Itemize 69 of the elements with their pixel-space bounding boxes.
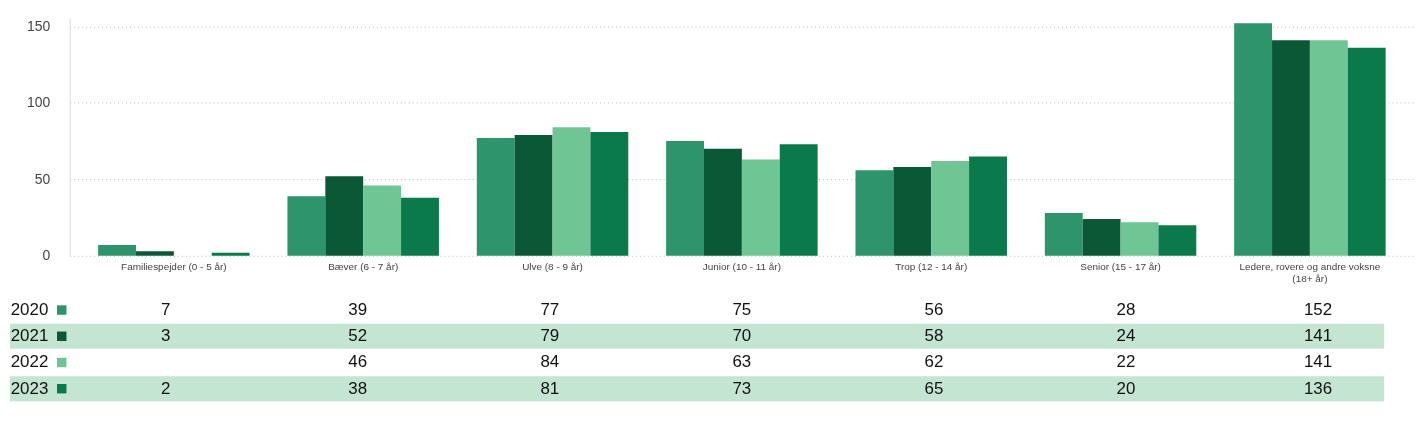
data-label: 141 bbox=[1303, 352, 1333, 372]
data-label: 62 bbox=[924, 352, 944, 372]
data-label: 58 bbox=[924, 326, 944, 346]
data-label: 22 bbox=[1116, 352, 1136, 372]
bar bbox=[135, 251, 174, 256]
bar bbox=[741, 159, 780, 256]
bar bbox=[1347, 47, 1386, 256]
data-label: 70 bbox=[732, 326, 752, 346]
x-tick-label: Familiespejder (0 - 5 år) bbox=[121, 261, 227, 273]
bar bbox=[1309, 40, 1348, 256]
data-label: 79 bbox=[540, 326, 560, 346]
bar bbox=[1158, 225, 1197, 256]
x-tick-label: Junior (10 - 11 år) bbox=[702, 261, 781, 273]
data-label: 2 bbox=[161, 378, 171, 398]
bar bbox=[476, 138, 515, 256]
bar bbox=[704, 148, 742, 256]
data-label: 46 bbox=[348, 352, 368, 372]
bar bbox=[931, 160, 970, 256]
bar bbox=[1120, 222, 1159, 256]
data-label: 65 bbox=[924, 378, 944, 398]
x-tick-label: Bæver (6 - 7 år) bbox=[328, 261, 399, 273]
bar bbox=[325, 176, 364, 256]
data-label: 38 bbox=[348, 378, 368, 398]
data-label: 39 bbox=[348, 300, 368, 320]
data-label: 84 bbox=[540, 352, 560, 372]
y-tick-label: 50 bbox=[34, 170, 51, 187]
bar bbox=[363, 185, 402, 256]
data-label: 77 bbox=[540, 300, 560, 320]
data-label: 141 bbox=[1303, 326, 1333, 346]
legend-label: 2020 bbox=[10, 300, 49, 320]
y-tick-label: 100 bbox=[27, 94, 51, 111]
data-label: 81 bbox=[540, 378, 560, 398]
data-label: 28 bbox=[1116, 300, 1136, 320]
data-label: 7 bbox=[161, 300, 171, 320]
bar bbox=[287, 196, 326, 256]
bar bbox=[666, 141, 705, 256]
x-tick-label: Ulve (8 - 9 år) bbox=[522, 261, 583, 273]
data-label: 152 bbox=[1303, 300, 1333, 320]
data-label: 20 bbox=[1116, 378, 1136, 398]
legend-label: 2023 bbox=[10, 378, 49, 398]
bar bbox=[401, 197, 439, 256]
x-tick-label: Senior (15 - 17 år) bbox=[1080, 261, 1161, 273]
legend-label: 2022 bbox=[10, 352, 49, 372]
bar bbox=[855, 170, 894, 256]
x-tick-label: Ledere, rovere og andre voksne (18+ år) bbox=[1239, 261, 1381, 285]
bar bbox=[211, 252, 250, 256]
bar bbox=[969, 156, 1007, 256]
data-label: 63 bbox=[732, 352, 752, 372]
data-label: 3 bbox=[161, 326, 171, 346]
bar bbox=[893, 167, 932, 256]
data-label: 52 bbox=[348, 326, 368, 346]
bar bbox=[779, 144, 818, 256]
data-label: 136 bbox=[1303, 378, 1333, 398]
data-label: 24 bbox=[1116, 326, 1136, 346]
x-tick-label: Trop (12 - 14 år) bbox=[895, 261, 968, 273]
bar bbox=[590, 131, 629, 256]
data-label: 75 bbox=[732, 300, 752, 320]
bar bbox=[514, 134, 553, 256]
bar bbox=[1272, 40, 1310, 256]
data-label: 73 bbox=[732, 378, 752, 398]
bar bbox=[1082, 219, 1121, 256]
bar bbox=[1044, 212, 1083, 256]
legend-label: 2021 bbox=[10, 326, 49, 346]
bar bbox=[98, 245, 136, 256]
data-label: 56 bbox=[924, 300, 944, 320]
y-tick-label: 150 bbox=[27, 17, 51, 34]
y-tick-label: 0 bbox=[42, 247, 51, 264]
bar bbox=[1234, 23, 1273, 256]
bar bbox=[552, 127, 591, 256]
